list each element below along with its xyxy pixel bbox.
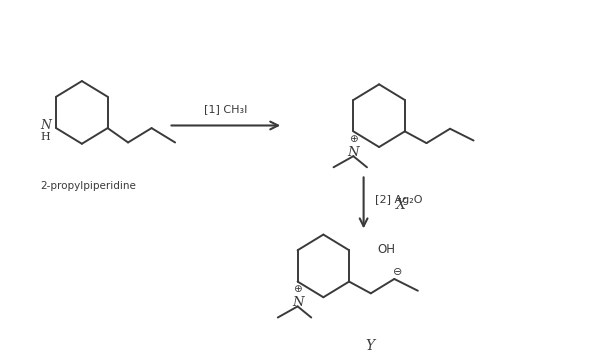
Text: H: H <box>41 132 50 142</box>
Text: X: X <box>396 198 405 211</box>
Text: N: N <box>292 296 303 309</box>
Text: N: N <box>348 146 359 159</box>
Text: N: N <box>40 119 51 132</box>
Text: Y: Y <box>365 339 374 353</box>
Text: ⊕: ⊕ <box>349 134 358 144</box>
Text: ⊕: ⊕ <box>293 284 302 294</box>
Text: ⊖: ⊖ <box>392 267 402 277</box>
Text: 2-propylpiperidine: 2-propylpiperidine <box>40 181 136 191</box>
Text: [1] CH₃I: [1] CH₃I <box>204 104 248 114</box>
Text: [2] Ag₂O: [2] Ag₂O <box>375 195 422 205</box>
Text: OH: OH <box>377 243 395 256</box>
